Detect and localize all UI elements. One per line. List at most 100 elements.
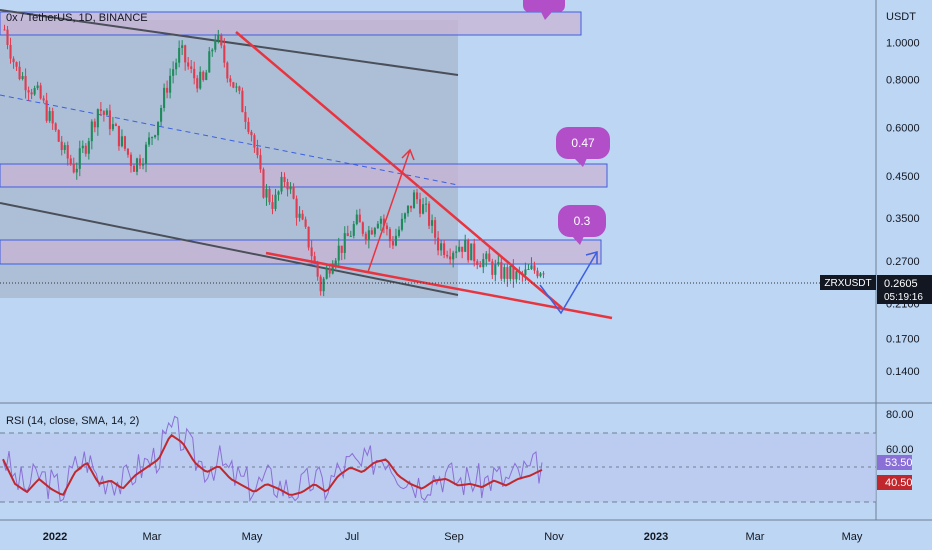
candle-body — [157, 121, 160, 136]
candle-body — [533, 265, 536, 271]
candle-body — [482, 259, 485, 268]
time-tick-label: Sep — [444, 531, 464, 543]
candle-body — [274, 194, 277, 209]
candle-body — [226, 62, 229, 79]
candle-body — [358, 214, 361, 223]
channel-mid-line[interactable] — [0, 94, 459, 186]
candle-body — [190, 66, 193, 69]
candle-body — [298, 213, 301, 218]
candle-body — [129, 154, 133, 166]
candle-body — [193, 68, 196, 79]
forecast-arrow[interactable] — [539, 251, 598, 315]
candle-body — [373, 228, 376, 235]
resistance-zone-mid[interactable] — [0, 163, 608, 188]
candle-body — [310, 247, 313, 257]
candle-body — [265, 188, 268, 198]
candle-body — [117, 125, 120, 147]
candle-body — [202, 71, 205, 81]
candle-body — [208, 51, 211, 73]
time-tick-label: 2023 — [644, 531, 668, 543]
target-label-03: 0.3 — [574, 214, 591, 228]
candle-body — [163, 87, 166, 108]
rsi-sma-line[interactable] — [2, 433, 543, 496]
candle-body — [262, 169, 265, 198]
channel-upper-line[interactable] — [0, 9, 459, 76]
candle-body — [349, 235, 352, 237]
target-bubble-047[interactable]: 0.47 — [556, 127, 610, 167]
candle-body — [527, 268, 530, 270]
candle-body — [78, 148, 81, 169]
candle-body — [111, 124, 114, 130]
candle-body — [172, 69, 175, 76]
candle-body — [63, 145, 66, 150]
candle-body — [313, 256, 316, 263]
bubble-top[interactable] — [523, 0, 565, 20]
candle-body — [99, 109, 102, 112]
candle-body — [178, 47, 181, 63]
symbol-title: 0x / TetherUS, 1D, BINANCE — [6, 12, 148, 24]
candle-body — [138, 158, 142, 166]
candle-body — [361, 222, 364, 234]
candle-body — [244, 112, 247, 122]
candle-body — [12, 58, 15, 63]
rsi-tick-80: 80.00 — [886, 409, 914, 421]
candle-body — [491, 261, 494, 275]
candle-body — [268, 188, 271, 203]
candle-body — [102, 111, 105, 115]
time-axis[interactable]: 2022 Mar May Jul Sep Nov 2023 Mar May — [43, 531, 863, 543]
candle-body — [90, 121, 93, 142]
candle-body — [412, 192, 416, 209]
candle-body — [509, 265, 512, 279]
candle-body — [289, 186, 292, 190]
candle-body — [280, 176, 283, 192]
candle-body — [84, 145, 87, 154]
candle-body — [72, 163, 75, 173]
candle-body — [271, 202, 274, 209]
candle-body — [340, 245, 343, 253]
candle-body — [18, 66, 21, 79]
resistance-zone-top[interactable] — [0, 11, 582, 36]
candle-body — [295, 198, 298, 218]
candle-body — [33, 88, 36, 95]
target-bubble-03[interactable]: 0.3 — [558, 205, 606, 245]
candle-body — [421, 204, 425, 214]
candle-body — [512, 265, 515, 280]
price-tick-label: 0.8000 — [886, 75, 920, 87]
wedge-lower-trendline[interactable] — [265, 251, 613, 320]
candle-body — [60, 141, 63, 150]
candle-body — [211, 49, 214, 52]
candle-body — [235, 86, 238, 88]
candle-body — [141, 164, 145, 166]
channel-lower-line[interactable] — [0, 202, 459, 296]
candle-body — [283, 176, 286, 182]
candle-body — [241, 90, 244, 113]
candle-body — [24, 76, 27, 91]
candle-body — [220, 34, 223, 46]
candle-body — [428, 203, 431, 226]
candle-body — [467, 240, 470, 261]
candle-body — [45, 100, 48, 121]
price-axis[interactable]: 1.00000.80000.60000.45000.35000.27000.21… — [886, 37, 920, 378]
candle-body — [355, 214, 358, 225]
candle-body — [181, 45, 184, 48]
candle-body — [217, 34, 220, 41]
candle-body — [81, 145, 84, 149]
candle-body — [415, 192, 419, 200]
rsi-line[interactable] — [2, 415, 543, 503]
rsi-value: 53.50 — [885, 457, 913, 469]
candle-body — [343, 233, 346, 253]
rsi-title: RSI (14, close, SMA, 14, 2) — [6, 415, 139, 427]
candle-body — [105, 110, 108, 115]
wedge-upper-trendline[interactable] — [235, 31, 563, 309]
candle-body — [69, 158, 72, 164]
candle-body — [57, 130, 60, 142]
candle-body — [331, 265, 334, 274]
candle-body — [400, 218, 404, 230]
candle-body — [66, 145, 69, 159]
candle-body — [536, 270, 539, 277]
candle-body — [385, 225, 388, 230]
time-tick-label: Mar — [143, 531, 162, 543]
measured-move-arrow[interactable] — [367, 149, 411, 273]
candle-body — [503, 267, 506, 279]
